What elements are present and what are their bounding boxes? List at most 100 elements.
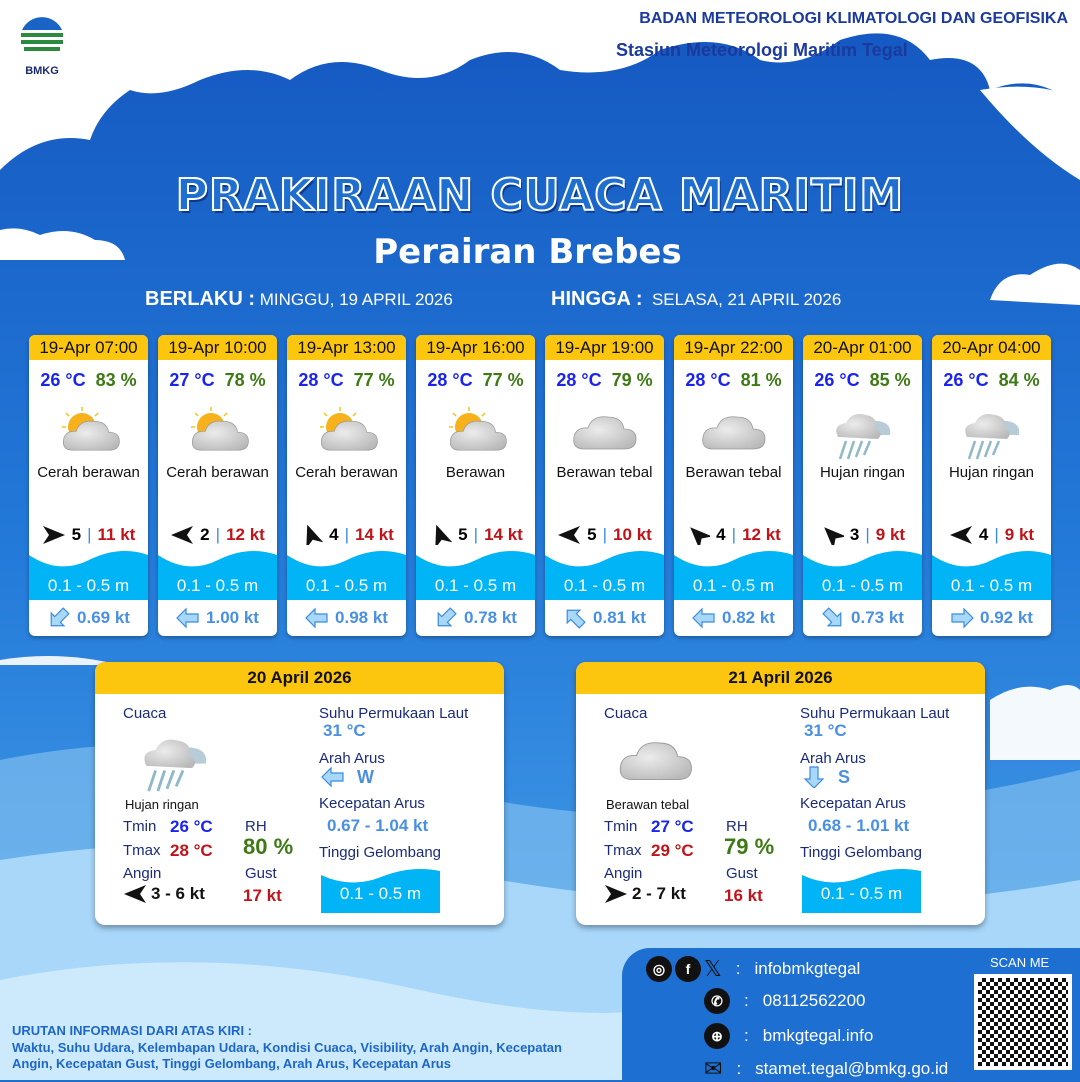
air-temperature: 26 °C [814, 370, 860, 390]
rain-cloud-icon [828, 401, 898, 461]
forecast-card: 19-Apr 16:00 28 °C 77 % Berawan 5 | 14 kt 0… [416, 335, 535, 636]
phone-number[interactable]: 08112562200 [762, 991, 866, 1010]
weather-condition: Hujan ringan [948, 464, 1035, 481]
wind-speed: 4 [329, 525, 339, 544]
current-direction-icon [566, 609, 586, 629]
weather-condition: Cerah berawan [166, 464, 269, 481]
station-name: Stasiun Meteorologi Maritim Tegal [616, 40, 908, 60]
weather-label: Cuaca [123, 705, 167, 722]
sst-value: 31 °C [804, 721, 847, 740]
wind-direction-icon [42, 526, 65, 544]
forecast-time: 19-Apr 10:00 [158, 335, 277, 360]
air-temperature: 28 °C [298, 370, 344, 390]
current-direction-icon [305, 607, 328, 629]
forecast-card: 20-Apr 04:00 26 °C 84 % Hujan ringan 4 | 9 … [932, 335, 1051, 636]
current-direction-icon [437, 607, 457, 627]
humidity: 77 % [482, 370, 524, 390]
instagram-icon[interactable]: ◎ [646, 956, 672, 982]
rh-value: 79 % [724, 834, 775, 859]
current-direction-icon [50, 607, 70, 627]
current-direction-icon [176, 607, 199, 629]
humidity: 78 % [224, 370, 266, 390]
qr-code[interactable] [974, 974, 1072, 1070]
social-handle[interactable]: infobmkgtegal [754, 959, 861, 978]
air-temperature: 28 °C [427, 370, 473, 390]
wave-graphic [802, 869, 921, 913]
colon: : [735, 959, 741, 978]
forecast-card: 19-Apr 10:00 27 °C 78 % Cerah berawan 2 | 1… [158, 335, 277, 636]
forecast-time: 20-Apr 04:00 [932, 335, 1051, 360]
wave-graphic [29, 551, 148, 600]
wind-speed: 3 [849, 525, 860, 544]
valid-to: HINGGA : SELASA, 21 APRIL 2026 [551, 288, 841, 311]
rh-label: RH [245, 818, 267, 835]
gust-label: Gust [726, 865, 758, 882]
colon: : [744, 1026, 749, 1045]
facebook-icon[interactable]: f [675, 956, 701, 982]
gust-speed: 9 kt [875, 525, 906, 544]
forecast-card: 20-Apr 01:00 26 °C 85 % Hujan ringan 3 | 9 … [803, 335, 922, 636]
wave-height: 0.1 - 0.5 m [434, 576, 517, 595]
gust-value: 16 kt [724, 886, 763, 905]
forecast-time: 20-Apr 01:00 [803, 335, 922, 360]
weather-condition: Berawan tebal [606, 797, 690, 812]
wind-label: Angin [604, 865, 643, 882]
tmax-label: Tmax [604, 842, 642, 859]
current-direction-icon [803, 766, 825, 788]
valid-to-label: HINGGA : [551, 288, 643, 310]
air-temperature: 26 °C [40, 370, 86, 390]
forecast-card: 19-Apr 22:00 28 °C 81 % Berawan tebal 4 | 1… [674, 335, 793, 636]
wave-graphic [158, 551, 277, 600]
wind-speed: 4 [978, 525, 989, 544]
wind-speed: 5 [458, 525, 468, 544]
wave-label: Tinggi Gelombang [800, 844, 923, 861]
wave-graphic [287, 551, 406, 600]
air-temperature: 27 °C [169, 370, 215, 390]
gust-speed: 14 kt [484, 525, 523, 544]
wave-height: 0.1 - 0.5 m [821, 576, 904, 595]
wind-direction-icon [124, 885, 146, 903]
valid-to-value: SELASA, 21 APRIL 2026 [651, 290, 842, 309]
wave-height: 0.1 - 0.5 m [339, 884, 422, 903]
air-temperature: 26 °C [943, 370, 989, 390]
wave-graphic [416, 551, 535, 600]
current-speed: 0.92 kt [980, 608, 1033, 627]
current-speed: 0.98 kt [335, 608, 388, 627]
humidity: 79 % [611, 370, 653, 390]
current-speed-label: Kecepatan Arus [800, 795, 906, 812]
weather-condition: Berawan tebal [556, 464, 653, 481]
rain-cloud-icon [957, 401, 1027, 461]
wind-speed: 5 [71, 525, 82, 544]
wave-graphic [932, 551, 1051, 600]
email-link[interactable]: stamet.tegal@bmkg.go.id [755, 1059, 949, 1078]
x-icon[interactable]: 𝕏 [704, 956, 722, 981]
globe-icon: ⊕ [704, 1023, 730, 1049]
current-speed: 0.78 kt [464, 608, 517, 627]
current-speed: 0.81 kt [593, 608, 646, 627]
whatsapp-icon: ✆ [704, 988, 730, 1014]
page-subtitle: Perairan Brebes [373, 232, 682, 272]
wave-graphic [321, 869, 440, 913]
humidity: 83 % [95, 370, 137, 390]
wind-direction-icon [605, 885, 627, 903]
current-direction-icon [321, 766, 344, 788]
gust-speed: 10 kt [613, 525, 652, 544]
tmin-label: Tmin [604, 818, 638, 835]
forecast-time: 19-Apr 22:00 [674, 335, 793, 360]
forecast-time: 19-Apr 16:00 [416, 335, 535, 360]
info-text: Waktu, Suhu Udara, Kelembapan Udara, Kon… [12, 1040, 562, 1071]
weather-condition: Hujan ringan [125, 797, 199, 812]
wind-direction-icon [306, 525, 324, 545]
wave-label: Tinggi Gelombang [319, 844, 442, 861]
wind-speed: 2 [200, 525, 210, 544]
wave-height: 0.1 - 0.5 m [563, 576, 646, 595]
sst-label: Suhu Permukaan Laut [319, 705, 469, 722]
forecast-time: 19-Apr 07:00 [29, 335, 148, 360]
website-link[interactable]: bmkgtegal.info [762, 1026, 874, 1045]
cloud-icon [616, 724, 696, 794]
air-temperature: 28 °C [556, 370, 602, 390]
cloud-icon [570, 401, 640, 461]
weather-label: Cuaca [604, 705, 648, 722]
wave-height: 0.1 - 0.5 m [950, 576, 1033, 595]
gust-speed: 9 kt [1004, 525, 1035, 544]
